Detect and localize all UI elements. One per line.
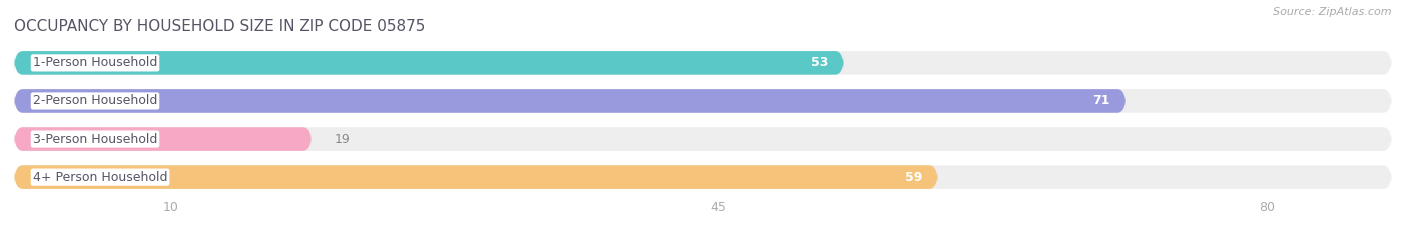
Text: 19: 19 — [335, 133, 350, 146]
Text: 3-Person Household: 3-Person Household — [32, 133, 157, 146]
FancyBboxPatch shape — [14, 165, 1392, 189]
Text: 2-Person Household: 2-Person Household — [32, 94, 157, 107]
FancyBboxPatch shape — [14, 89, 1392, 113]
FancyBboxPatch shape — [14, 165, 938, 189]
FancyBboxPatch shape — [14, 51, 844, 75]
FancyBboxPatch shape — [14, 51, 1392, 75]
Text: Source: ZipAtlas.com: Source: ZipAtlas.com — [1274, 7, 1392, 17]
FancyBboxPatch shape — [14, 127, 1392, 151]
Text: OCCUPANCY BY HOUSEHOLD SIZE IN ZIP CODE 05875: OCCUPANCY BY HOUSEHOLD SIZE IN ZIP CODE … — [14, 19, 426, 34]
FancyBboxPatch shape — [14, 89, 1126, 113]
Text: 4+ Person Household: 4+ Person Household — [32, 171, 167, 184]
Text: 53: 53 — [811, 56, 828, 69]
Text: 71: 71 — [1092, 94, 1111, 107]
Text: 1-Person Household: 1-Person Household — [32, 56, 157, 69]
FancyBboxPatch shape — [14, 127, 312, 151]
Text: 59: 59 — [905, 171, 922, 184]
